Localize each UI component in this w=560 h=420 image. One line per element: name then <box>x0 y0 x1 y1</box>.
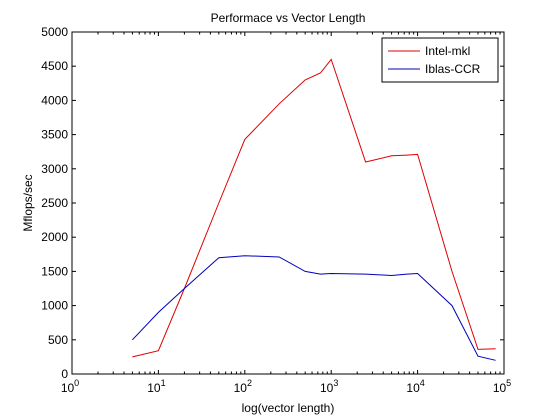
series-layer <box>132 58 496 361</box>
x-tick-label: 105 <box>493 378 511 395</box>
y-tick-label: 3000 <box>41 162 68 176</box>
x-tick-label-exponent: 3 <box>333 378 338 388</box>
x-tick-label-base: 10 <box>493 381 507 395</box>
x-tick-label-exponent: 5 <box>506 378 511 388</box>
y-axis-label: Mflops/sec <box>21 174 35 231</box>
y-tick-label: 2500 <box>41 196 68 210</box>
x-tick-label: 103 <box>320 378 338 395</box>
x-tick-label: 100 <box>61 378 79 395</box>
y-tick-label: 4000 <box>41 93 68 107</box>
x-tick-label-base: 10 <box>61 381 75 395</box>
series-line-2 <box>132 255 496 361</box>
plot-area <box>71 31 505 375</box>
tick-layer: 0 500 1000 1500 2000 2500 3000 3500 4000 4500 5000… <box>41 25 511 395</box>
legend-entry-2: Iblas-CCR <box>425 62 481 76</box>
x-tick-label-exponent: 1 <box>161 378 166 388</box>
legend: Intel-mkl Iblas-CCR <box>381 37 499 83</box>
y-tick-label: 1500 <box>41 264 68 278</box>
x-tick-label-base: 10 <box>234 381 248 395</box>
x-tick-label-exponent: 2 <box>247 378 252 388</box>
x-axis-label: log(vector length) <box>242 401 335 415</box>
x-tick-label-exponent: 4 <box>420 378 425 388</box>
x-tick-label: 101 <box>147 378 165 395</box>
y-tick-label: 3500 <box>41 128 68 142</box>
series-line-1 <box>132 58 496 358</box>
x-tick-label-base: 10 <box>147 381 161 395</box>
y-tick-label: 0 <box>61 367 68 381</box>
x-tick-label: 102 <box>234 378 252 395</box>
y-tick-label: 1000 <box>41 299 68 313</box>
y-tick-label: 500 <box>48 333 68 347</box>
y-tick-label: 5000 <box>41 25 68 39</box>
y-tick-label: 2000 <box>41 230 68 244</box>
legend-box <box>381 37 499 83</box>
legend-entry-1: Intel-mkl <box>425 44 470 58</box>
x-tick-label-exponent: 0 <box>74 378 79 388</box>
y-tick-label: 4500 <box>41 59 68 73</box>
x-tick-label-base: 10 <box>320 381 334 395</box>
x-tick-label-base: 10 <box>406 381 420 395</box>
x-tick-label: 104 <box>406 378 424 395</box>
chart-title: Performace vs Vector Length <box>211 11 366 25</box>
